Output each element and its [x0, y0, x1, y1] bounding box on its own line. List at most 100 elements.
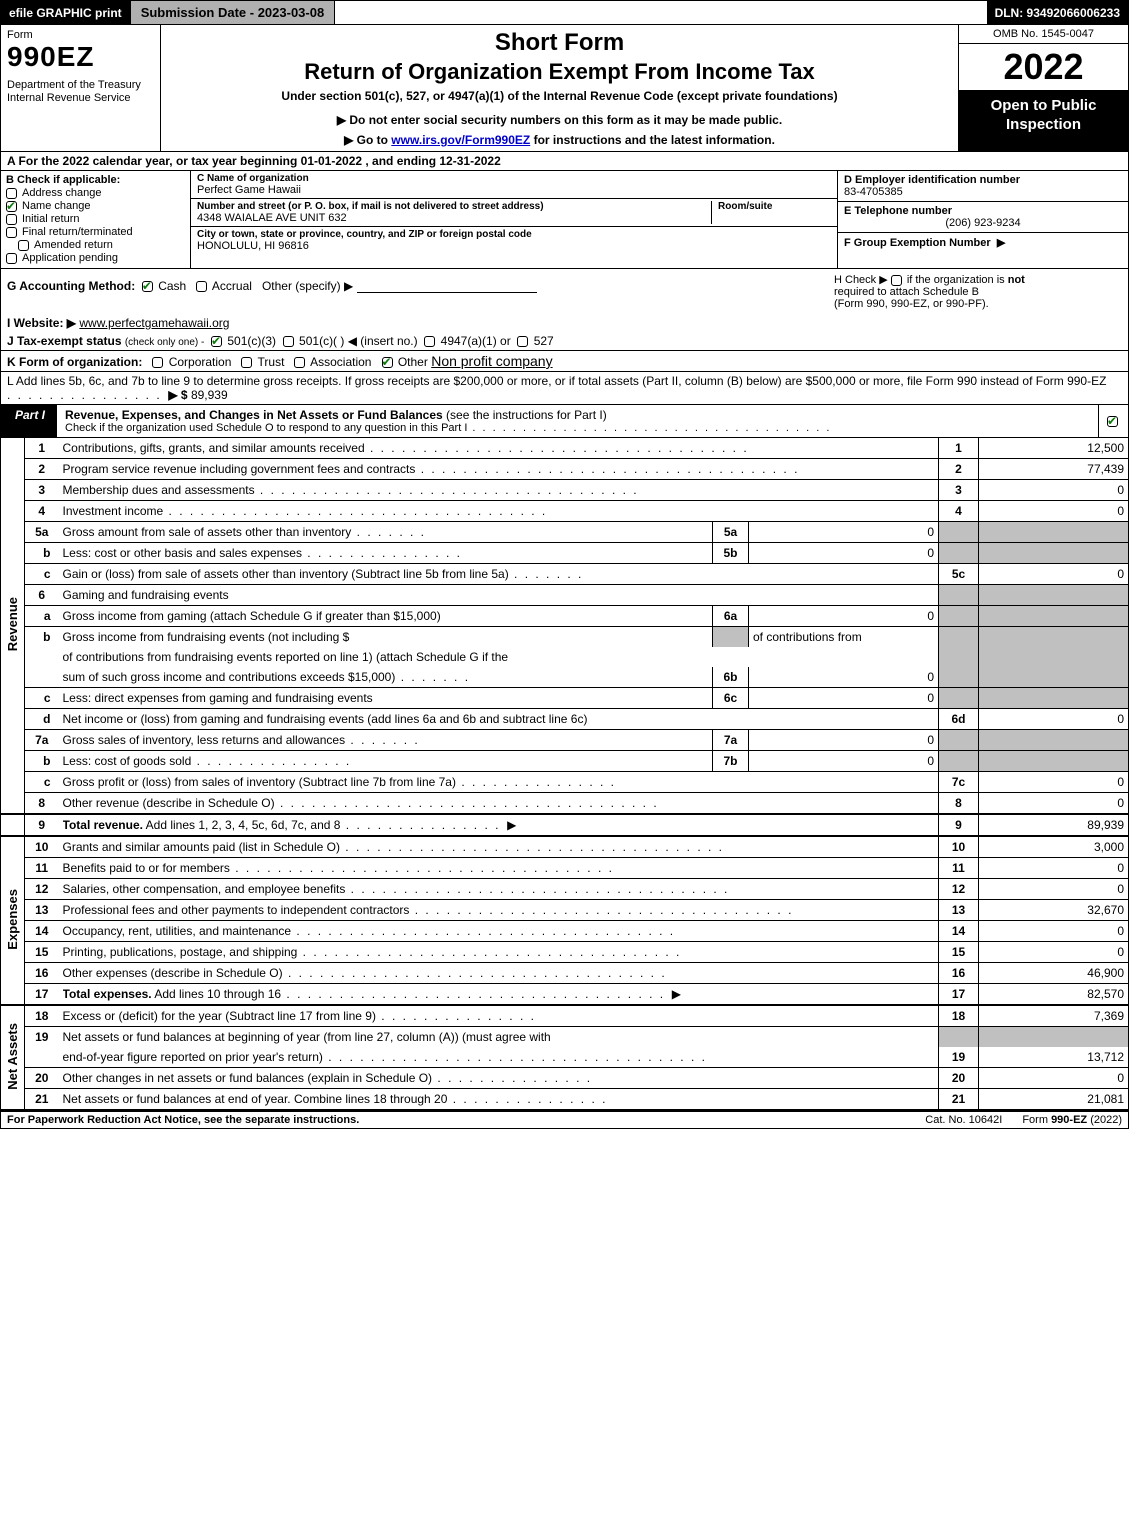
street-row: Number and street (or P. O. box, if mail… [191, 199, 837, 227]
omb-number: OMB No. 1545-0047 [959, 25, 1128, 44]
line-19-part2: end-of-year figure reported on prior yea… [1, 1047, 1129, 1068]
line-6d: d Net income or (loss) from gaming and f… [1, 709, 1129, 730]
l-gross-receipts: L Add lines 5b, 6c, and 7b to line 9 to … [0, 372, 1129, 405]
chk-schedule-b[interactable] [891, 275, 902, 286]
b-label: B Check if applicable: [6, 174, 185, 186]
row-a-calendar-year: A For the 2022 calendar year, or tax yea… [0, 152, 1129, 171]
header-right: OMB No. 1545-0047 2022 Open to Public In… [958, 25, 1128, 151]
line-7b: b Less: cost of goods sold 7b 0 [1, 751, 1129, 772]
chk-527[interactable] [517, 336, 528, 347]
chk-application-pending[interactable]: Application pending [6, 252, 185, 264]
irs-link[interactable]: www.irs.gov/Form990EZ [391, 133, 530, 147]
other-org-value: Non profit company [431, 353, 552, 369]
chk-name-change[interactable]: Name change [6, 200, 185, 212]
city-row: City or town, state or province, country… [191, 227, 837, 268]
line-11: 11 Benefits paid to or for members 11 0 [1, 858, 1129, 879]
identity-block: B Check if applicable: Address change Na… [0, 171, 1129, 269]
tax-year: 2022 [959, 44, 1128, 91]
k-form-of-org: K Form of organization: Corporation Trus… [0, 351, 1129, 372]
chk-other-org[interactable] [382, 357, 393, 368]
line-8: 8 Other revenue (describe in Schedule O)… [1, 793, 1129, 815]
line-7a: 7a Gross sales of inventory, less return… [1, 730, 1129, 751]
line-10: Expenses 10 Grants and similar amounts p… [1, 836, 1129, 858]
line-14: 14 Occupancy, rent, utilities, and maint… [1, 921, 1129, 942]
row-g-h: G Accounting Method: Cash Accrual Other … [0, 269, 1129, 314]
website-link[interactable]: www.perfectgamehawaii.org [79, 316, 229, 330]
line-6b-part1: b Gross income from fundraising events (… [1, 627, 1129, 648]
dept-treasury: Department of the Treasury Internal Reve… [7, 79, 154, 105]
efile-graphic-print[interactable]: efile GRAPHIC print [1, 1, 130, 24]
col-c-name-address: C Name of organization Perfect Game Hawa… [191, 171, 838, 268]
goto-note: ▶ Go to www.irs.gov/Form990EZ for instru… [169, 133, 950, 147]
org-street: 4348 WAIALAE AVE UNIT 632 [197, 212, 705, 224]
open-to-public-inspection: Open to Public Inspection [959, 91, 1128, 151]
line-21: 21 Net assets or fund balances at end of… [1, 1089, 1129, 1110]
cat-no: Cat. No. 10642I [905, 1114, 1022, 1126]
line-1: Revenue 1 Contributions, gifts, grants, … [1, 438, 1129, 459]
other-specify-input[interactable] [357, 280, 537, 293]
chk-4947[interactable] [424, 336, 435, 347]
line-13: 13 Professional fees and other payments … [1, 900, 1129, 921]
form-number: 990EZ [7, 41, 154, 73]
chk-amended-return[interactable]: Amended return [18, 239, 185, 251]
chk-accrual[interactable] [196, 281, 207, 292]
form-word: Form [7, 29, 154, 41]
d-ein: D Employer identification number 83-4705… [838, 171, 1128, 202]
org-city: HONOLULU, HI 96816 [197, 240, 831, 252]
line-5c: c Gain or (loss) from sale of assets oth… [1, 564, 1129, 585]
line-12: 12 Salaries, other compensation, and emp… [1, 879, 1129, 900]
part-i-lines-table: Revenue 1 Contributions, gifts, grants, … [0, 438, 1129, 1110]
paperwork-notice: For Paperwork Reduction Act Notice, see … [7, 1114, 905, 1126]
part-i-title: Revenue, Expenses, and Changes in Net As… [57, 405, 1098, 437]
submission-date: Submission Date - 2023-03-08 [130, 1, 336, 24]
org-name-row: C Name of organization Perfect Game Hawa… [191, 171, 837, 199]
short-form-title: Short Form [169, 29, 950, 57]
line-6a: a Gross income from gaming (attach Sched… [1, 606, 1129, 627]
h-schedule-b: H Check ▶ if the organization is not req… [828, 269, 1128, 314]
line-6c: c Less: direct expenses from gaming and … [1, 688, 1129, 709]
line-7c: c Gross profit or (loss) from sales of i… [1, 772, 1129, 793]
top-bar: efile GRAPHIC print Submission Date - 20… [0, 0, 1129, 25]
chk-501c[interactable] [283, 336, 294, 347]
part-i-header: Part I Revenue, Expenses, and Changes in… [0, 405, 1129, 438]
dln: DLN: 93492066006233 [987, 1, 1128, 24]
org-name: Perfect Game Hawaii [197, 184, 831, 196]
line-6b-part3: sum of such gross income and contributio… [1, 667, 1129, 688]
chk-corporation[interactable] [152, 357, 163, 368]
part-i-checkbox[interactable] [1098, 405, 1128, 437]
col-b-checkboxes: B Check if applicable: Address change Na… [1, 171, 191, 268]
chk-address-change[interactable]: Address change [6, 187, 185, 199]
j-tax-exempt-status: J Tax-exempt status (check only one) - 5… [0, 332, 1129, 351]
line-9: 9 Total revenue. Add lines 1, 2, 3, 4, 5… [1, 814, 1129, 836]
line-19-part1: 19 Net assets or fund balances at beginn… [1, 1027, 1129, 1048]
form-header: Form 990EZ Department of the Treasury In… [0, 25, 1129, 152]
chk-trust[interactable] [241, 357, 252, 368]
ssn-note: ▶ Do not enter social security numbers o… [169, 113, 950, 127]
line-20: 20 Other changes in net assets or fund b… [1, 1068, 1129, 1089]
line-18: Net Assets 18 Excess or (deficit) for th… [1, 1005, 1129, 1027]
i-website: I Website: ▶ www.perfectgamehawaii.org [0, 314, 1129, 332]
line-5a: 5a Gross amount from sale of assets othe… [1, 522, 1129, 543]
e-phone: E Telephone number (206) 923-9234 [838, 202, 1128, 233]
line-4: 4 Investment income 4 0 [1, 501, 1129, 522]
chk-association[interactable] [294, 357, 305, 368]
chk-initial-return[interactable]: Initial return [6, 213, 185, 225]
g-accounting-method: G Accounting Method: Cash Accrual Other … [1, 269, 828, 314]
top-spacer [335, 1, 986, 24]
main-title: Return of Organization Exempt From Incom… [169, 59, 950, 85]
line-3: 3 Membership dues and assessments 3 0 [1, 480, 1129, 501]
netassets-sidelabel: Net Assets [1, 1005, 25, 1110]
chk-cash[interactable] [142, 281, 153, 292]
line-2: 2 Program service revenue including gove… [1, 459, 1129, 480]
line-5b: b Less: cost or other basis and sales ex… [1, 543, 1129, 564]
chk-501c3[interactable] [211, 336, 222, 347]
line-6b-part2: of contributions from fundraising events… [1, 647, 1129, 667]
header-left: Form 990EZ Department of the Treasury In… [1, 25, 161, 151]
part-i-tag: Part I [1, 405, 57, 437]
form-ref: Form 990-EZ (2022) [1022, 1114, 1122, 1126]
chk-final-return[interactable]: Final return/terminated [6, 226, 185, 238]
page-footer: For Paperwork Reduction Act Notice, see … [0, 1110, 1129, 1129]
line-16: 16 Other expenses (describe in Schedule … [1, 963, 1129, 984]
revenue-sidelabel: Revenue [1, 438, 25, 814]
line-15: 15 Printing, publications, postage, and … [1, 942, 1129, 963]
